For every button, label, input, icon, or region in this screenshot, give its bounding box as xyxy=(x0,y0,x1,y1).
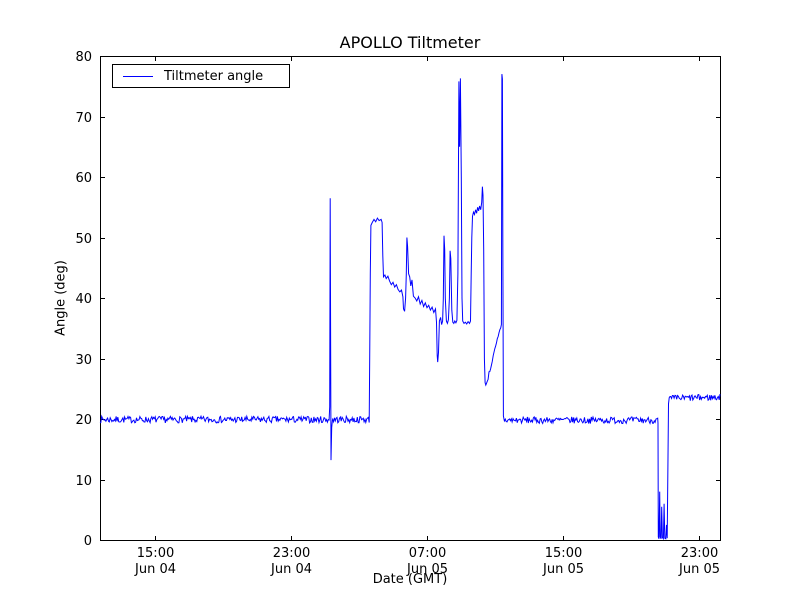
y-tick-label: 10 xyxy=(75,474,92,489)
y-tick-label: 30 xyxy=(75,353,92,368)
x-tick-label-time: 15:00 xyxy=(137,546,174,561)
x-tick-label-time: 23:00 xyxy=(681,546,718,561)
y-axis-label: Angle (deg) xyxy=(53,260,69,336)
x-tick-label-date: Jun 04 xyxy=(270,562,312,577)
y-tick-label: 50 xyxy=(75,232,92,247)
x-tick-label-date: Jun 04 xyxy=(134,562,176,577)
x-axis-label: Date (GMT) xyxy=(372,572,448,587)
x-tick-label-time: 07:00 xyxy=(409,546,446,561)
y-tick-label: 40 xyxy=(75,292,92,307)
y-tick-label: 0 xyxy=(84,534,92,549)
legend: Tiltmeter angle xyxy=(112,64,291,88)
y-tick-label: 20 xyxy=(75,413,92,428)
x-tick-label-date: Jun 05 xyxy=(678,562,720,577)
x-tick-label-time: 15:00 xyxy=(545,546,582,561)
x-tick-label-date: Jun 05 xyxy=(542,562,584,577)
x-tick-label-date: Jun 05 xyxy=(406,562,448,577)
plot-border xyxy=(100,56,721,541)
legend-label: Tiltmeter angle xyxy=(164,68,264,84)
tiltmeter-angle-line xyxy=(99,74,721,541)
x-tick-label-time: 23:00 xyxy=(273,546,310,561)
y-tick-label: 70 xyxy=(75,111,92,126)
chart-title: APOLLO Tiltmeter xyxy=(339,33,481,52)
y-tick-label: 60 xyxy=(75,171,92,186)
y-tick-label: 80 xyxy=(75,50,92,65)
legend-line-sample xyxy=(123,75,153,77)
